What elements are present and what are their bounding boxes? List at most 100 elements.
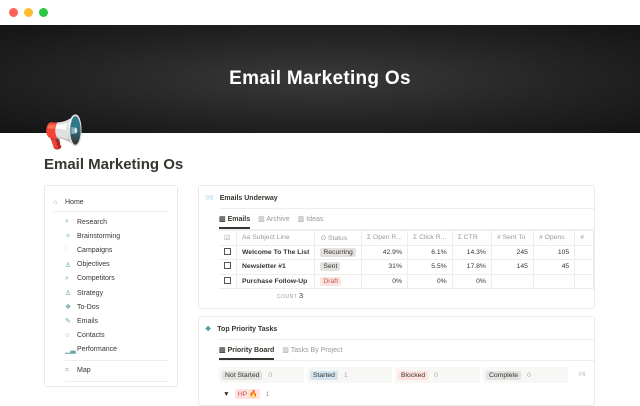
caret-down-icon[interactable]: ▼: [223, 390, 230, 398]
column-header[interactable]: Σ Open R...: [361, 230, 409, 246]
emails-underway-panel: 📨 Emails Underway ▥ Emails ▥ Archive ▥ Idea…: [198, 185, 595, 309]
count-label: COUNT: [277, 294, 298, 300]
sidebar-item-home[interactable]: ⌂ Home: [53, 194, 169, 212]
sidebar-item-label: Brainstorming: [77, 232, 121, 240]
status-cell[interactable]: Draft: [314, 273, 362, 289]
hidden-groups-label[interactable]: Hi: [579, 371, 586, 378]
board-column-complete[interactable]: Complete 0: [483, 367, 568, 383]
sidebar-item-objectives[interactable]: ♙ Objectives: [53, 258, 169, 272]
table-row[interactable]: Purchase Follow-Up Draft 0% 0% 0%: [219, 273, 594, 289]
tab-archive[interactable]: ▥ Archive: [258, 215, 290, 229]
row-checkbox-cell[interactable]: [219, 273, 237, 289]
click-cell[interactable]: 6.1%: [407, 244, 453, 260]
cover-image: Email Marketing Os: [0, 25, 640, 133]
sidebar-item-emails[interactable]: ✎ Emails: [53, 314, 169, 328]
sent-cell[interactable]: [491, 273, 534, 289]
select-all-checkbox[interactable]: ☑: [219, 230, 237, 246]
extra-cell[interactable]: [574, 244, 594, 260]
board-column-blocked[interactable]: Blocked 0: [395, 367, 480, 383]
close-window-button[interactable]: [9, 8, 18, 17]
row-checkbox[interactable]: [224, 262, 231, 270]
divider: [65, 359, 169, 361]
opens-cell[interactable]: [533, 273, 576, 289]
tab-tasks-by-project[interactable]: ▥ Tasks By Project: [282, 346, 342, 360]
tab-label: Emails: [227, 216, 251, 223]
subject-cell[interactable]: Welcome To The List: [236, 244, 316, 260]
megaphone-icon[interactable]: 📢: [44, 114, 84, 150]
tab-label: Priority Board: [227, 347, 275, 354]
circle-icon: ○: [65, 332, 70, 340]
column-header[interactable]: Aa Subject Line: [236, 230, 316, 246]
panel-title: 📨 Emails Underway: [199, 186, 594, 208]
click-cell[interactable]: 0%: [407, 273, 453, 289]
status-cell[interactable]: Sent: [314, 259, 362, 275]
column-count: 0: [527, 371, 531, 379]
row-checkbox[interactable]: [224, 276, 231, 284]
sidebar-item-label: Contacts: [77, 332, 105, 340]
status-badge: Sent: [320, 262, 341, 272]
extra-cell[interactable]: [574, 273, 594, 289]
group-hp[interactable]: ▼ HP 🔥 1: [223, 389, 594, 399]
column-label: Blocked: [398, 370, 429, 380]
sidebar-item-contacts[interactable]: ○ Contacts: [53, 329, 169, 343]
row-checkbox-cell[interactable]: [219, 259, 237, 275]
person-icon: ♙: [65, 261, 72, 269]
row-checkbox[interactable]: [224, 247, 231, 255]
opens-cell[interactable]: 45: [533, 259, 576, 275]
open-cell[interactable]: 31%: [361, 259, 409, 275]
column-header[interactable]: Σ Click R...: [407, 230, 453, 246]
sidebar-item-performance[interactable]: ▁▃ Performance: [53, 343, 169, 357]
ctr-cell[interactable]: 0%: [452, 273, 492, 289]
sidebar-item-brainstorming[interactable]: ✧ Brainstorming: [53, 229, 169, 243]
table-row[interactable]: Welcome To The List Recurring 42.9% 6.1% 14.…: [219, 244, 594, 260]
map-icon: ⌗: [65, 366, 69, 374]
sidebar-item-strategy[interactable]: ♙ Strategy: [53, 286, 169, 300]
sidebar-item-map[interactable]: ⌗ Map: [53, 364, 169, 378]
tab-emails[interactable]: ▥ Emails: [219, 215, 251, 229]
sidebar-item-competitors[interactable]: ⌕ Competitors: [53, 272, 169, 286]
sent-cell[interactable]: 245: [491, 244, 534, 260]
column-header[interactable]: ⊙ Status: [314, 230, 362, 246]
ctr-cell[interactable]: 17.8%: [452, 259, 492, 275]
sidebar-item-label: Competitors: [77, 275, 115, 283]
layers-icon: ❖: [205, 326, 212, 333]
bar-chart-icon: ▁▃: [65, 346, 76, 354]
column-count: 0: [434, 371, 438, 379]
opens-cell[interactable]: 105: [533, 244, 576, 260]
extra-cell[interactable]: [574, 259, 594, 275]
ctr-cell[interactable]: 14.3%: [452, 244, 492, 260]
subject-cell[interactable]: Newsletter #1: [236, 259, 316, 275]
tab-priority-board[interactable]: ▥ Priority Board: [219, 346, 275, 360]
tab-label: Archive: [266, 216, 290, 223]
sent-cell[interactable]: 145: [491, 259, 534, 275]
tab-label: Ideas: [306, 216, 324, 223]
page-title: Email Marketing Os: [44, 156, 184, 173]
column-header[interactable]: #: [574, 230, 594, 246]
sidebar-item-research[interactable]: ⌕ Research: [53, 215, 169, 229]
sidebar-item-campaigns[interactable]: ⫶ Campaigns: [53, 243, 169, 257]
status-badge: Recurring: [320, 247, 356, 257]
person-icon: ♙: [65, 290, 72, 298]
column-header[interactable]: Σ CTR: [452, 230, 492, 246]
chart-icon: ⫶: [65, 246, 67, 254]
open-cell[interactable]: 42.9%: [361, 244, 409, 260]
maximize-window-button[interactable]: [39, 8, 48, 17]
column-header[interactable]: # Opens: [533, 230, 576, 246]
status-cell[interactable]: Recurring: [314, 244, 362, 260]
sidebar-item-label: Research: [77, 218, 107, 226]
row-checkbox-cell[interactable]: [219, 244, 237, 260]
sidebar-item-to-dos[interactable]: ❖ To-Dos: [53, 300, 169, 314]
sidebar-item-label: Home: [65, 199, 84, 206]
tab-ideas[interactable]: ▥ Ideas: [298, 215, 324, 229]
click-cell[interactable]: 5.5%: [407, 259, 453, 275]
open-cell[interactable]: 0%: [361, 273, 409, 289]
subject-cell[interactable]: Purchase Follow-Up: [236, 273, 316, 289]
sidebar-item-label: Map: [77, 367, 91, 375]
minimize-window-button[interactable]: [24, 8, 33, 17]
column-header[interactable]: # Sent To: [491, 230, 534, 246]
priority-board: Not Started 0 Started 1 Blocked 0 Complete 0 Hi: [219, 367, 594, 383]
table-row[interactable]: Newsletter #1 Sent 31% 5.5% 17.8% 145 45: [219, 259, 594, 275]
table-icon: ▥: [282, 347, 291, 354]
board-column-started[interactable]: Started 1: [307, 367, 392, 383]
board-column-not-started[interactable]: Not Started 0: [219, 367, 304, 383]
